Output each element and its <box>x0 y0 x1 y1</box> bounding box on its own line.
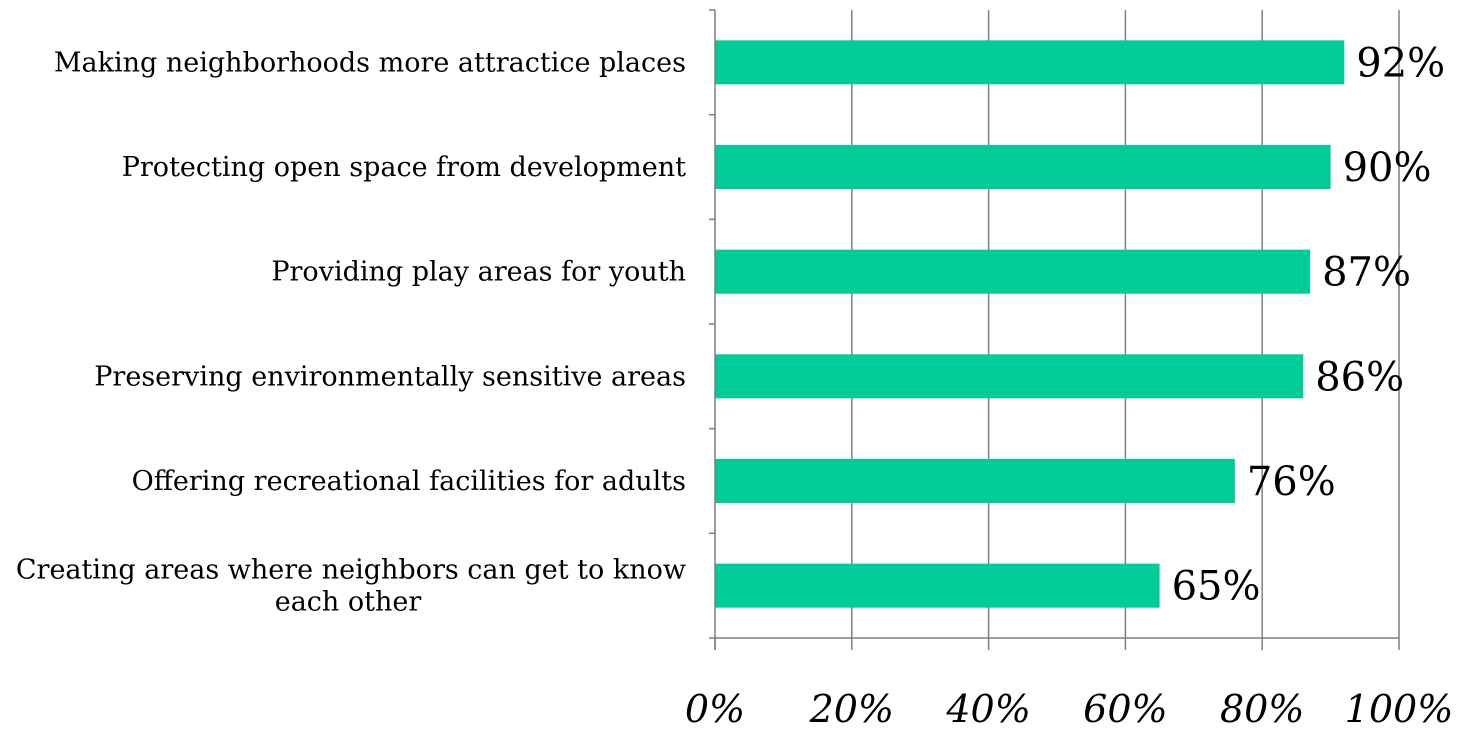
category-label: each other <box>275 587 422 618</box>
category-label: Protecting open space from development <box>122 152 686 183</box>
data-label: 76% <box>1247 459 1336 505</box>
data-label: 92% <box>1356 40 1445 86</box>
bar <box>715 563 1160 608</box>
category-label: Creating areas where neighbors can get t… <box>16 555 686 586</box>
bar <box>715 145 1331 189</box>
category-label: Preserving environmentally sensitive are… <box>94 361 686 392</box>
data-label: 86% <box>1315 354 1404 400</box>
x-tick-label: 60% <box>1083 687 1167 729</box>
x-tick-label: 40% <box>945 687 1030 729</box>
x-tick-label: 80% <box>1220 687 1304 729</box>
bar <box>715 354 1304 399</box>
bar <box>715 459 1235 503</box>
data-label: 90% <box>1343 145 1432 191</box>
x-tick-label: 0% <box>685 687 745 729</box>
bars <box>715 40 1345 608</box>
category-label: Offering recreational facilities for adu… <box>132 466 686 497</box>
x-tick-label: 20% <box>809 687 894 729</box>
gridlines <box>851 10 1400 638</box>
bar <box>715 249 1311 294</box>
category-label: Making neighborhoods more attractice pla… <box>54 47 686 78</box>
data-label: 65% <box>1172 564 1261 610</box>
bar <box>715 40 1345 85</box>
axes <box>709 9 1400 650</box>
data-label: 87% <box>1322 250 1411 296</box>
x-tick-label: 100% <box>1345 687 1454 729</box>
category-label: Providing play areas for youth <box>271 257 686 288</box>
labels: 92% Making neighborhoods more attractice … <box>16 40 1453 729</box>
